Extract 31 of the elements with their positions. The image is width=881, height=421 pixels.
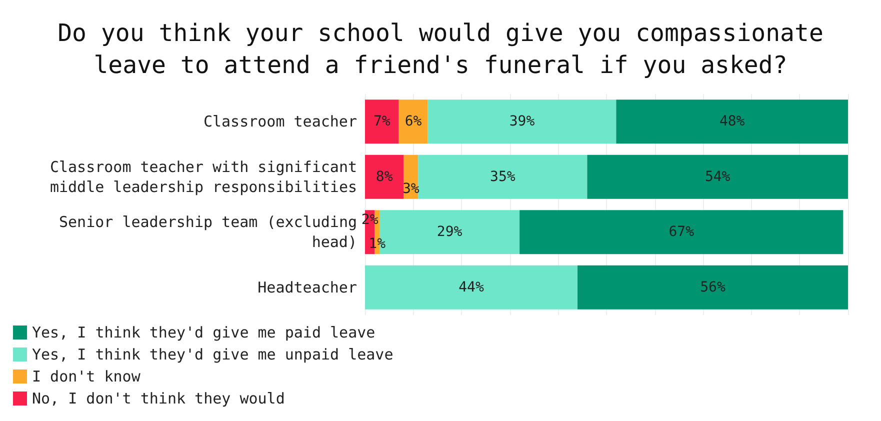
bar — [365, 265, 578, 310]
data-label: 35% — [490, 168, 516, 185]
bar — [428, 100, 616, 144]
bar — [398, 100, 428, 144]
data-label: 48% — [719, 114, 746, 130]
data-label: 56% — [700, 279, 726, 296]
legend-label: I don't know — [32, 368, 142, 386]
bar — [578, 265, 848, 310]
bar — [616, 100, 848, 144]
legend-label: Yes, I think they'd give me unpaid leave — [32, 346, 394, 364]
y-tick-label: Classroom teacher with significant middle leadership responsibilities — [50, 158, 357, 196]
y-tick-label: Classroom teacher — [203, 112, 357, 131]
bar — [365, 154, 404, 199]
data-label: 67% — [668, 224, 695, 240]
data-label: 1% — [368, 236, 386, 252]
bar — [520, 210, 844, 254]
y-tick-label: Senior leadership team (excluding head) — [58, 213, 357, 252]
data-label: 7% — [373, 114, 391, 130]
y-tick-label: Headteacher — [258, 278, 357, 296]
data-label: 6% — [404, 114, 422, 130]
legend-label: Yes, I think they'd give me paid leave — [32, 324, 376, 342]
chart-title: Do you think your school would give you compassionate leave to attend a friend's funeral if you asked? — [58, 19, 824, 79]
data-label: 29% — [436, 224, 463, 240]
legend-label: No, I don't think they would — [32, 390, 285, 408]
bar — [418, 154, 588, 199]
data-label: 44% — [458, 279, 484, 296]
bar — [365, 100, 399, 144]
data-label: 8% — [376, 168, 394, 185]
bar — [587, 154, 848, 199]
data-label: 39% — [509, 114, 536, 130]
data-label: 54% — [704, 168, 731, 185]
